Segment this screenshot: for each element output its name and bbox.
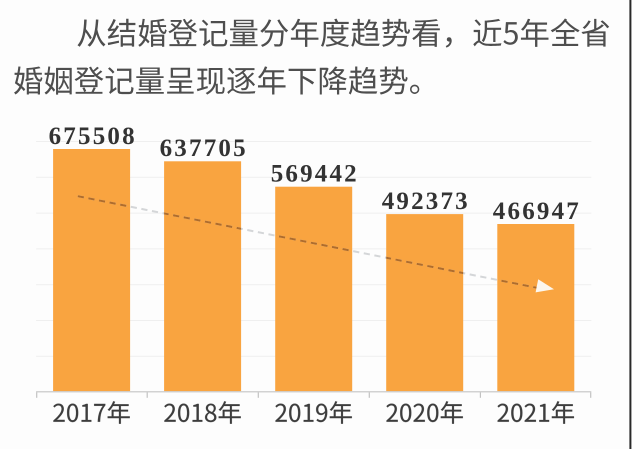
svg-text:569442: 569442 [271, 161, 359, 188]
svg-text:492373: 492373 [382, 188, 470, 215]
svg-text:466947: 466947 [493, 198, 581, 225]
svg-text:675508: 675508 [49, 123, 137, 150]
svg-text:637705: 637705 [160, 135, 248, 162]
